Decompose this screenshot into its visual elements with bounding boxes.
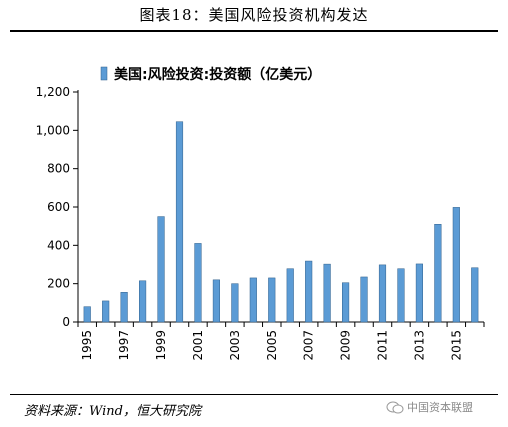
x-tick-label: 2015 — [449, 330, 463, 361]
y-tick-label: 0 — [62, 315, 70, 329]
legend-swatch — [100, 66, 108, 81]
y-tick-label: 200 — [47, 277, 70, 291]
legend-label: 美国:风险投资:投资额（亿美元） — [114, 66, 321, 83]
bar-1998 — [139, 280, 147, 323]
y-tick-label: 1,200 — [36, 85, 70, 99]
bar-2003 — [231, 283, 239, 323]
bar-1997 — [120, 292, 128, 323]
bar-2015 — [452, 207, 460, 323]
x-tick-label: 1997 — [117, 330, 131, 361]
x-tick-label: 2011 — [376, 330, 390, 361]
y-tick-label: 600 — [47, 200, 70, 214]
x-tick-label: 2005 — [265, 330, 279, 361]
bar-2016 — [471, 267, 479, 323]
x-tick-label: 2001 — [191, 330, 205, 361]
watermark-right-text: 中国资本联盟 — [407, 401, 473, 414]
bar-2013 — [415, 263, 423, 323]
bar-2001 — [194, 243, 202, 323]
bar-2002 — [212, 279, 220, 323]
source-note: 资料来源：Wind，恒大研究院 — [24, 404, 201, 419]
bar-2009 — [342, 282, 350, 323]
top-rule — [10, 30, 498, 32]
bar-2010 — [360, 276, 368, 323]
bar-2000 — [175, 121, 184, 323]
wechat-icon — [386, 401, 404, 413]
bar-2004 — [249, 277, 257, 323]
bar-2008 — [323, 263, 331, 323]
bar-1995 — [83, 306, 91, 323]
bar-2014 — [434, 224, 442, 323]
figure-title: 图表18：美国风险投资机构发达 — [139, 6, 369, 24]
bar-2006 — [286, 268, 294, 323]
x-tick-label: 2003 — [228, 330, 242, 361]
bottom-rule — [10, 394, 498, 395]
bar-1999 — [157, 216, 165, 323]
bar-2007 — [305, 260, 313, 323]
x-tick-label: 2013 — [412, 330, 426, 361]
y-tick-label: 1,000 — [36, 123, 70, 137]
y-tick-label: 400 — [47, 238, 70, 252]
bar-2011 — [378, 264, 387, 323]
x-tick-label: 1995 — [80, 330, 94, 361]
watermark-right: 中国资本联盟 — [386, 399, 506, 415]
y-tick-label: 800 — [47, 162, 70, 176]
x-tick-label: 2007 — [302, 330, 316, 361]
bar-1996 — [102, 300, 110, 323]
bar-chart: 美国:风险投资:投资额（亿美元） 0 200 400 600 800 1,000 1,200 1… — [36, 66, 485, 361]
bar-2005 — [268, 277, 276, 323]
x-tick-label: 2009 — [339, 330, 353, 361]
bar-2012 — [397, 268, 405, 323]
x-tick-label: 1999 — [154, 330, 168, 361]
